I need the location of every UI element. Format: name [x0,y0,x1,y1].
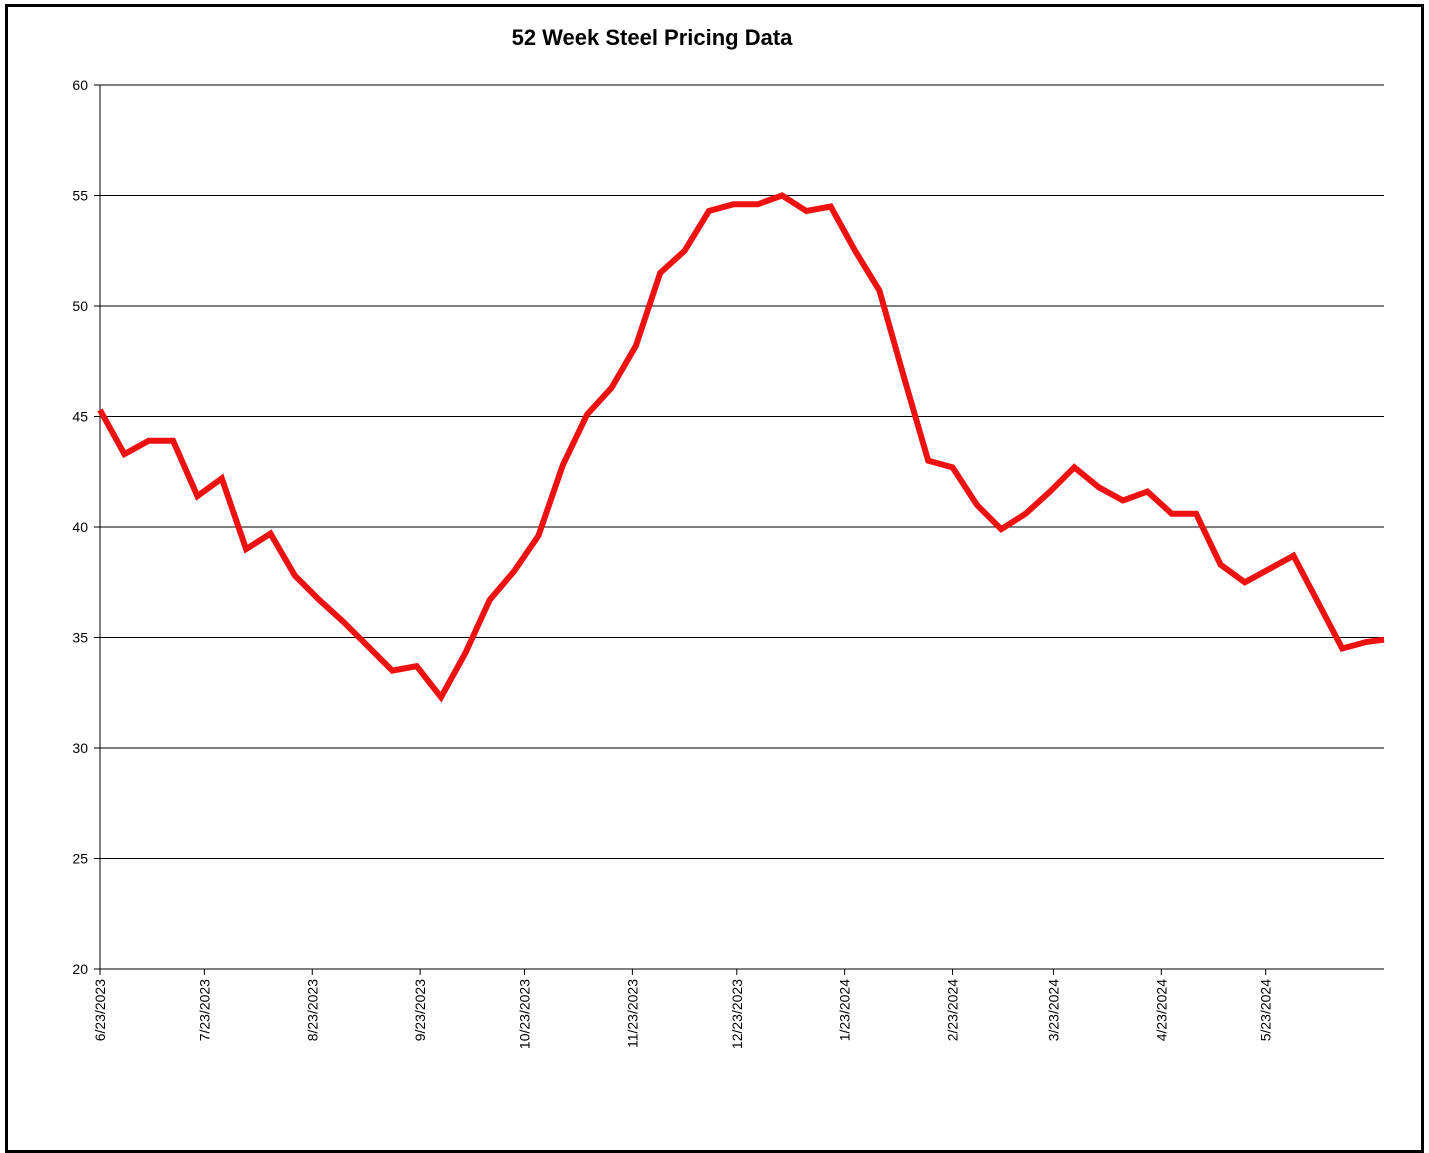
series-layer [97,192,1385,703]
x-tick-label: 5/23/2024 [1258,979,1274,1041]
x-tick-label: 12/23/2023 [729,979,745,1049]
x-tick-label: 11/23/2023 [624,979,640,1048]
x-tick-label: 4/23/2024 [1153,979,1169,1041]
x-tick-label: 3/23/2024 [1045,979,1061,1041]
y-tick-label: 40 [72,519,88,535]
y-tick-labels: 20 25 30 35 40 45 50 55 60 [72,77,88,977]
chart-title: 52 Week Steel Pricing Data [512,25,794,50]
y-tick-label: 45 [72,409,88,425]
series-line [97,192,1385,703]
x-tick-label: 10/23/2023 [517,979,533,1049]
y-tick-label: 30 [72,740,88,756]
x-tick-label: 9/23/2023 [412,979,428,1041]
y-tick-label: 55 [72,188,88,204]
y-tick-label: 60 [72,77,88,93]
x-tick-label: 1/23/2024 [837,979,853,1041]
x-tick-label: 6/23/2023 [92,979,108,1041]
x-tick-label: 2/23/2024 [945,979,961,1041]
axes [94,84,1384,975]
y-tick-label: 25 [72,851,88,867]
x-tick-label: 8/23/2023 [304,979,320,1041]
y-tick-label: 20 [72,961,88,977]
y-tick-label: 50 [72,298,88,314]
gridlines [100,84,1384,859]
x-tick-labels: 6/23/2023 7/23/2023 8/23/2023 9/23/2023 10/2… [92,979,1274,1049]
x-tick-label: 7/23/2023 [196,979,212,1041]
y-tick-label: 35 [72,630,88,646]
